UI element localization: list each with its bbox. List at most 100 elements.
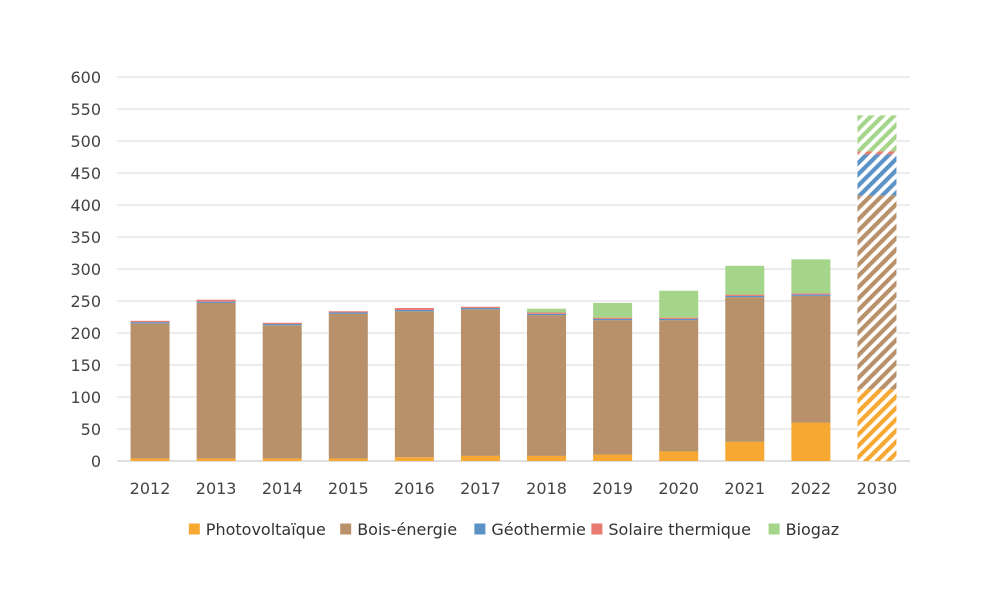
bar-bois-energie-2018 [527, 315, 567, 456]
bar-photovoltaique-2014 [262, 458, 302, 461]
y-tick-label: 50 [81, 420, 101, 439]
legend-swatch [340, 523, 352, 535]
legend-swatch [591, 523, 603, 535]
x-tick-label: 2017 [460, 479, 501, 498]
bar-geothermie-2021 [725, 295, 765, 298]
bar-bois-energie-2020 [659, 320, 699, 452]
y-tick-label: 100 [70, 388, 101, 407]
bar-photovoltaique-2022 [791, 422, 831, 461]
bar-bois-energie-2016 [394, 311, 434, 458]
bar-geothermie-2030 [857, 154, 897, 196]
bar-solaire-thermique-2030 [857, 151, 897, 155]
bar-geothermie-2015 [328, 312, 368, 314]
bar-solaire-thermique-2021 [725, 294, 765, 296]
bar-bois-energie-2013 [196, 302, 236, 459]
bar-solaire-thermique-2014 [262, 322, 302, 325]
bar-photovoltaique-2019 [593, 454, 633, 461]
bar-geothermie-2017 [460, 308, 500, 310]
x-tick-label: 2016 [394, 479, 435, 498]
y-tick-label: 400 [70, 196, 101, 215]
y-axis: 0 50 100 150 200 250 300 350 400 450 500 550 600 [70, 68, 101, 471]
legend-swatch [188, 523, 200, 535]
x-tick-label: 2014 [262, 479, 303, 498]
y-tick-label: 200 [70, 324, 101, 343]
legend-label: Photovoltaïque [206, 520, 326, 539]
bar-biogaz-2030 [857, 115, 897, 152]
bar-biogaz-2018 [527, 308, 567, 313]
bar-biogaz-2019 [593, 302, 633, 318]
legend-label: Biogaz [786, 520, 840, 539]
bar-bois-energie-2030 [857, 195, 897, 390]
gridlines [117, 76, 910, 462]
y-tick-label: 500 [70, 132, 101, 151]
y-tick-label: 550 [70, 100, 101, 119]
bar-solaire-thermique-2019 [593, 317, 633, 319]
legend-item-bois-energie[interactable]: Bois-énergie [340, 520, 457, 539]
legend-label: Bois-énergie [357, 520, 457, 539]
x-tick-label: 2015 [328, 479, 369, 498]
bars [130, 115, 897, 461]
x-tick-label: 2012 [130, 479, 171, 498]
legend-label: Géothermie [491, 520, 585, 539]
bar-biogaz-2022 [791, 259, 831, 294]
legend-item-photovoltaique[interactable]: Photovoltaïque [188, 520, 326, 539]
bar-geothermie-2020 [659, 318, 699, 321]
x-tick-label: 2022 [791, 479, 832, 498]
legend-swatch [474, 523, 486, 535]
x-tick-label: 2020 [658, 479, 699, 498]
bar-photovoltaique-2015 [328, 458, 368, 461]
bar-photovoltaique-2013 [196, 458, 236, 461]
legend-swatch [768, 523, 780, 535]
bar-photovoltaique-2016 [394, 457, 434, 461]
bar-photovoltaique-2030 [857, 389, 897, 461]
bar-bois-energie-2021 [725, 297, 765, 442]
x-tick-label: 2018 [526, 479, 567, 498]
legend-item-biogaz[interactable]: Biogaz [768, 520, 840, 539]
bar-solaire-thermique-2013 [196, 299, 236, 302]
x-tick-label: 2021 [724, 479, 765, 498]
bar-bois-energie-2015 [328, 313, 368, 459]
y-tick-label: 600 [70, 68, 101, 87]
bar-solaire-thermique-2015 [328, 311, 368, 313]
bar-biogaz-2020 [659, 290, 699, 318]
legend-item-solaire-thermique[interactable]: Solaire thermique [591, 520, 751, 539]
bar-photovoltaique-2017 [460, 455, 500, 461]
bar-solaire-thermique-2020 [659, 317, 699, 319]
bar-geothermie-2016 [394, 309, 434, 312]
bar-geothermie-2018 [527, 313, 567, 316]
x-tick-label: 2013 [196, 479, 237, 498]
bar-photovoltaique-2012 [130, 458, 170, 461]
bar-solaire-thermique-2016 [394, 308, 434, 310]
y-tick-label: 300 [70, 260, 101, 279]
x-tick-label: 2019 [592, 479, 633, 498]
bar-biogaz-2021 [725, 265, 765, 295]
bar-geothermie-2014 [262, 324, 302, 326]
x-tick-label: 2030 [857, 479, 898, 498]
bar-geothermie-2019 [593, 318, 633, 321]
y-tick-label: 250 [70, 292, 101, 311]
legend-item-geothermie[interactable]: Géothermie [474, 520, 586, 539]
y-tick-label: 150 [70, 356, 101, 375]
legend-label: Solaire thermique [608, 520, 751, 539]
bar-bois-energie-2014 [262, 325, 302, 459]
bar-solaire-thermique-2018 [527, 312, 567, 314]
bar-geothermie-2022 [791, 294, 831, 296]
bar-bois-energie-2017 [460, 309, 500, 456]
bar-bois-energie-2019 [593, 320, 633, 455]
bar-solaire-thermique-2017 [460, 306, 500, 309]
y-tick-label: 350 [70, 228, 101, 247]
y-tick-label: 0 [91, 452, 101, 471]
x-axis: 2012 2013 2014 2015 2016 2017 2018 2019 2020 2021… [130, 479, 898, 498]
bar-bois-energie-2012 [130, 323, 170, 459]
bar-photovoltaique-2020 [659, 451, 699, 461]
legend[interactable]: Photovoltaïque Bois-énergie Géothermie Sola… [188, 520, 840, 539]
bar-bois-energie-2022 [791, 295, 831, 423]
bar-solaire-thermique-2022 [791, 293, 831, 295]
bar-geothermie-2013 [196, 301, 236, 303]
bar-solaire-thermique-2012 [130, 320, 170, 323]
y-tick-label: 450 [70, 164, 101, 183]
bar-photovoltaique-2018 [527, 455, 567, 461]
bar-geothermie-2012 [130, 322, 170, 324]
